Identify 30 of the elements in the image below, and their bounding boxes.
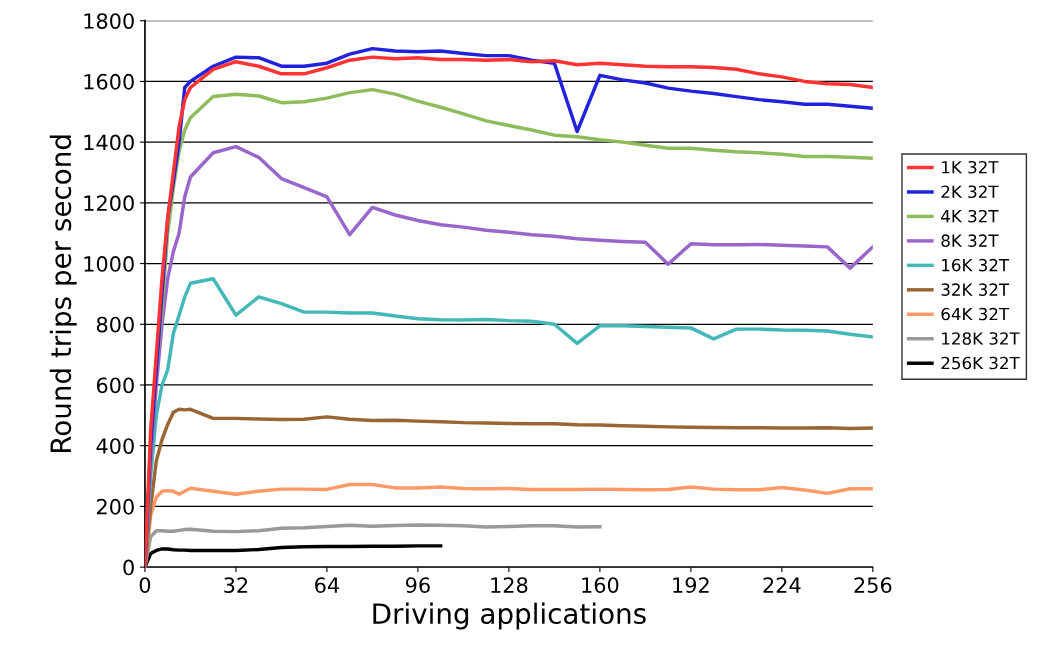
x-tick-label: 0 bbox=[139, 577, 151, 593]
y-tick-label: 1600 bbox=[84, 73, 134, 90]
y-tick-label: 1200 bbox=[84, 195, 134, 212]
legend-label: 16K 32T bbox=[942, 258, 1010, 272]
legend-label: 64K 32T bbox=[941, 307, 1010, 321]
legend-label: 4K 32T bbox=[941, 209, 999, 223]
x-tick-label: 224 bbox=[763, 577, 801, 593]
legend-label: 1K 32T bbox=[942, 160, 999, 174]
y-tick-label: 0 bbox=[123, 559, 134, 576]
legend-label: 2K 32T bbox=[941, 185, 999, 199]
y-tick-label: 200 bbox=[96, 498, 134, 515]
y-axis-title: Round trips per second bbox=[49, 135, 77, 453]
y-tick-label: 1400 bbox=[84, 134, 134, 151]
legend-label: 256K 32T bbox=[941, 356, 1020, 370]
x-axis-title: Driving applications bbox=[373, 602, 646, 630]
legend-label: 32K 32T bbox=[941, 283, 1010, 296]
x-tick-label: 192 bbox=[673, 577, 709, 593]
x-tick-label: 96 bbox=[405, 577, 430, 593]
x-tick-label: 128 bbox=[491, 577, 528, 593]
y-tick-label: 800 bbox=[96, 316, 134, 333]
y-tick-label: 400 bbox=[96, 438, 134, 454]
y-tick-label: 600 bbox=[96, 377, 134, 394]
x-tick-label: 64 bbox=[315, 577, 340, 593]
x-tick-label: 160 bbox=[582, 577, 619, 593]
x-tick-label: 256 bbox=[854, 577, 892, 593]
legend-label: 128K 32T bbox=[942, 332, 1020, 345]
y-tick-label: 1800 bbox=[84, 13, 134, 29]
x-tick-label: 32 bbox=[224, 577, 248, 593]
y-tick-label: 1000 bbox=[84, 256, 134, 272]
legend-label: 8K 32T bbox=[941, 234, 999, 247]
